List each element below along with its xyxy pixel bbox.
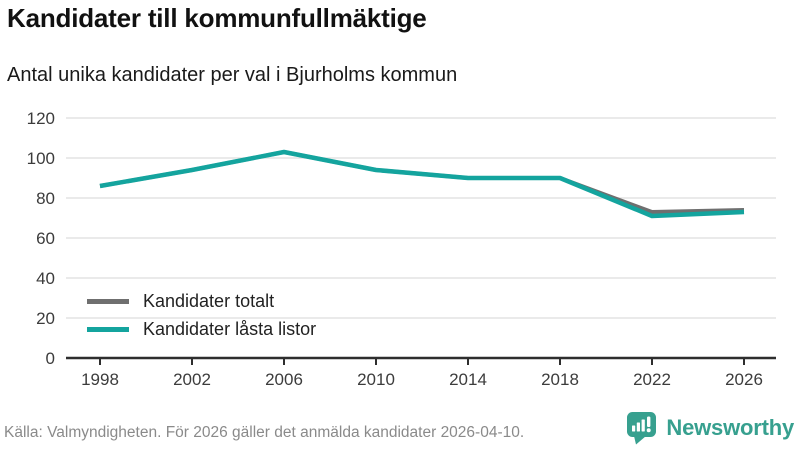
y-tick-label-20: 20 [36, 309, 55, 328]
chart-subtitle: Antal unika kandidater per val i Bjurhol… [7, 64, 458, 86]
legend-label-totalt: Kandidater totalt [143, 290, 275, 311]
newsworthy-bubble-chart-icon [627, 412, 657, 445]
x-tick-label-2002: 2002 [173, 370, 211, 389]
legend-label-lasta-listor: Kandidater låsta listor [143, 318, 317, 339]
series-line-1 [99, 149, 745, 219]
newsworthy-wordmark: Newsworthy [666, 415, 794, 440]
y-tick-label-100: 100 [27, 149, 55, 168]
y-tick-label-80: 80 [36, 189, 55, 208]
y-tick-label-40: 40 [36, 269, 55, 288]
series-line-0 [99, 150, 745, 214]
x-tick-label-1998: 1998 [81, 370, 119, 389]
y-tick-label-60: 60 [36, 229, 55, 248]
y-tick-label-0: 0 [46, 349, 55, 368]
legend-swatch-lasta-listor [87, 326, 129, 332]
x-tick-label-2018: 2018 [541, 370, 579, 389]
source-note: Källa: Valmyndigheten. För 2026 gäller d… [4, 424, 525, 441]
chart-title: Kandidater till kommunfullmäktige [7, 3, 427, 33]
x-tick-label-2022: 2022 [633, 370, 671, 389]
x-tick-label-2006: 2006 [265, 370, 303, 389]
legend-swatch-totalt [87, 298, 129, 304]
legend-item-lasta-listor: Kandidater låsta listor [87, 315, 316, 343]
x-tick-label-2014: 2014 [449, 370, 487, 389]
x-tick-label-2010: 2010 [357, 370, 395, 389]
y-tick-label-120: 120 [27, 109, 55, 128]
chart-legend: Kandidater totalt Kandidater låsta listo… [87, 287, 316, 343]
newsworthy-logo: Newsworthy [626, 411, 794, 445]
legend-item-totalt: Kandidater totalt [87, 287, 316, 315]
x-tick-label-2026: 2026 [725, 370, 763, 389]
